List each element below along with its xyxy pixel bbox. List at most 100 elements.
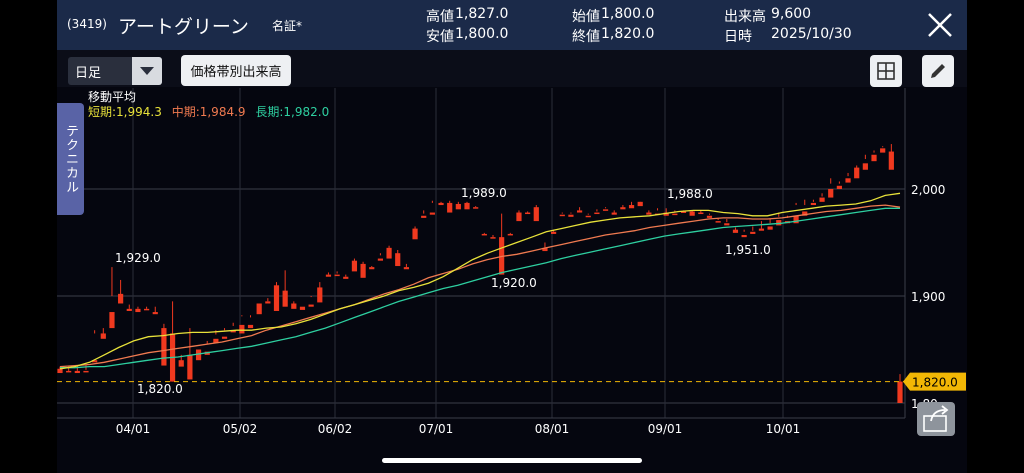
candle-body	[230, 330, 236, 333]
candle-body	[325, 274, 332, 277]
candle-body	[828, 189, 834, 198]
candle-body	[888, 151, 894, 170]
candle-body	[273, 285, 280, 311]
candle-body	[854, 167, 860, 179]
high-value: 1,827.0	[455, 6, 509, 22]
candle-body	[481, 233, 487, 236]
candle-body	[880, 148, 886, 153]
candle-body	[239, 324, 245, 334]
low-value: 1,800.0	[455, 26, 509, 42]
candle-body	[637, 201, 643, 207]
stock-name: アートグリーン	[118, 16, 249, 38]
candle-body	[455, 203, 461, 210]
ma-short-label: 短期:1,994.3	[88, 105, 162, 119]
date-value: 2025/10/30	[771, 26, 852, 42]
candle-body	[672, 213, 678, 216]
candle-body	[525, 212, 531, 215]
home-indicator	[382, 458, 642, 463]
volume-profile-button[interactable]: 価格帯別出来高	[181, 55, 291, 86]
candle-body	[57, 368, 63, 374]
candle-body	[429, 212, 435, 215]
layout-grid-button[interactable]	[870, 55, 902, 87]
candle-body	[810, 202, 816, 206]
candle-body	[126, 308, 132, 311]
candle-body	[698, 212, 704, 215]
candle-body	[421, 215, 427, 218]
moving-average-legend: 短期:1,994.3 中期:1,984.9 長期:1,982.0	[88, 103, 329, 120]
candle-body	[689, 211, 695, 216]
candle-body	[897, 381, 903, 403]
candle-body	[291, 303, 297, 309]
candle-body	[109, 312, 115, 329]
candle-body	[395, 253, 401, 267]
candle-body	[221, 336, 228, 339]
chart-area[interactable]	[57, 87, 967, 473]
price-annotation: 1,929.0	[115, 251, 161, 265]
candle-body	[447, 202, 453, 213]
candle-body	[66, 370, 72, 373]
candle-body	[741, 235, 747, 238]
price-annotation: 1,951.0	[725, 243, 771, 257]
candle-body	[247, 324, 254, 329]
y-tick-label: 2,000	[911, 183, 945, 197]
candle-body	[473, 207, 479, 209]
period-select[interactable]: 日足	[68, 57, 162, 85]
candle-body	[732, 229, 739, 233]
candle-body	[438, 202, 444, 206]
candle-body	[256, 303, 262, 315]
technical-tab[interactable]: テクニカル	[57, 103, 84, 215]
y-tick-label: 1,900	[911, 290, 945, 304]
candle-body	[568, 214, 574, 217]
price-annotation: 1,988.0	[667, 187, 713, 201]
ma-mid-label: 中期:1,984.9	[171, 105, 246, 119]
current-price-label: 1,820.0	[912, 376, 958, 390]
candle-body	[793, 215, 799, 224]
candle-body	[724, 223, 730, 226]
device-bezel-right	[967, 0, 1024, 473]
candle-body	[663, 212, 669, 216]
close-icon[interactable]	[927, 12, 953, 38]
candle-body	[83, 370, 89, 373]
candle-body	[118, 293, 124, 304]
candle-body	[213, 338, 219, 344]
candle-body	[750, 231, 756, 234]
candle-body	[533, 207, 539, 222]
share-button[interactable]	[917, 402, 955, 436]
moving-average-title: 移動平均	[88, 90, 137, 104]
draw-button[interactable]	[922, 55, 954, 87]
share-icon	[923, 405, 949, 432]
candle-body	[776, 220, 782, 226]
x-tick-label: 10/01	[766, 422, 801, 436]
price-annotation: 1,920.0	[491, 276, 537, 290]
candle-body	[308, 304, 314, 307]
price-annotation: 1,820.0	[137, 382, 183, 396]
x-tick-label: 05/02	[223, 422, 258, 436]
candle-body	[100, 333, 106, 339]
period-select-value: 日足	[75, 65, 102, 81]
market-label: 名証*	[272, 19, 303, 33]
price-annotation: 1,989.0	[461, 186, 507, 200]
candle-body	[620, 207, 626, 210]
candle-body	[602, 209, 609, 211]
candle-body	[360, 263, 366, 278]
candle-body	[611, 212, 617, 215]
candle-body	[343, 276, 349, 279]
candle-body	[403, 267, 409, 270]
chevron-down-icon[interactable]	[132, 57, 162, 85]
grid-icon	[877, 62, 895, 80]
candle-body	[135, 308, 141, 313]
candle-body	[178, 360, 184, 367]
candle-body	[317, 287, 323, 303]
candle-body	[490, 237, 496, 239]
ma-long-line	[60, 207, 900, 369]
candle-body	[680, 211, 687, 213]
candle-body	[369, 267, 375, 270]
candle-body	[144, 308, 150, 311]
candle-body	[819, 197, 825, 202]
candle-body	[152, 312, 158, 315]
x-tick-label: 07/01	[419, 422, 454, 436]
candle-body	[551, 231, 557, 234]
candle-body	[282, 290, 288, 307]
candle-body	[758, 228, 765, 231]
